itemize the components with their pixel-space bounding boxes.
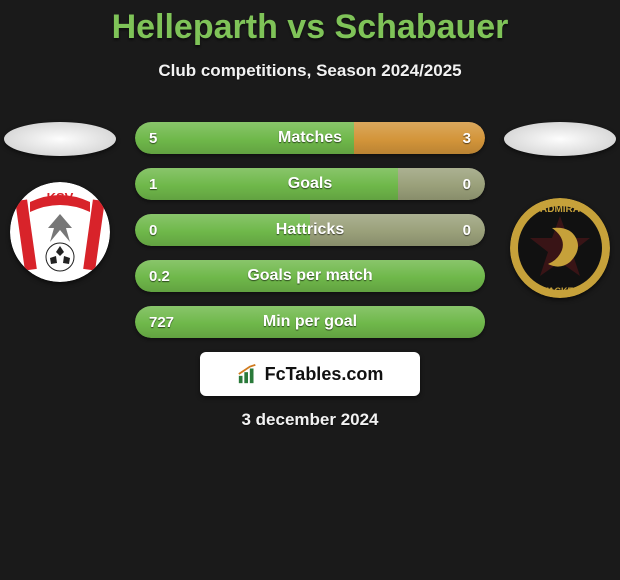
stat-bar-left xyxy=(135,306,485,338)
stat-bar-left xyxy=(135,168,398,200)
stat-bar-right xyxy=(354,122,485,154)
chart-icon xyxy=(237,363,259,385)
stat-bar-left xyxy=(135,122,354,154)
stat-bars: Matches53 Goals10 Hattricks00 Goals per mat… xyxy=(135,122,485,352)
svg-text:ADMIRA: ADMIRA xyxy=(540,204,580,215)
svg-text:WACKER: WACKER xyxy=(540,286,580,296)
left-player-placeholder xyxy=(4,122,116,156)
stat-bar-right xyxy=(310,214,485,246)
right-club-badge: ADMIRA WACKER xyxy=(510,198,610,298)
subtitle: Club competitions, Season 2024/2025 xyxy=(0,61,620,81)
stat-row: Min per goal727 xyxy=(135,306,485,338)
page-title: Helleparth vs Schabauer xyxy=(0,0,620,47)
right-player-col: ADMIRA WACKER xyxy=(500,122,620,298)
svg-text:KSV: KSV xyxy=(47,190,74,205)
stat-bar-right xyxy=(398,168,486,200)
stat-bar-left xyxy=(135,214,310,246)
brand-text: FcTables.com xyxy=(265,364,384,385)
left-club-badge: KSV xyxy=(10,182,110,282)
stat-row: Matches53 xyxy=(135,122,485,154)
date-text: 3 december 2024 xyxy=(0,410,620,430)
stat-row: Goals10 xyxy=(135,168,485,200)
stat-bar-left xyxy=(135,260,485,292)
right-player-placeholder xyxy=(504,122,616,156)
stat-row: Goals per match0.2 xyxy=(135,260,485,292)
brand-box: FcTables.com xyxy=(200,352,420,396)
stat-row: Hattricks00 xyxy=(135,214,485,246)
left-player-col: KSV xyxy=(0,122,120,282)
